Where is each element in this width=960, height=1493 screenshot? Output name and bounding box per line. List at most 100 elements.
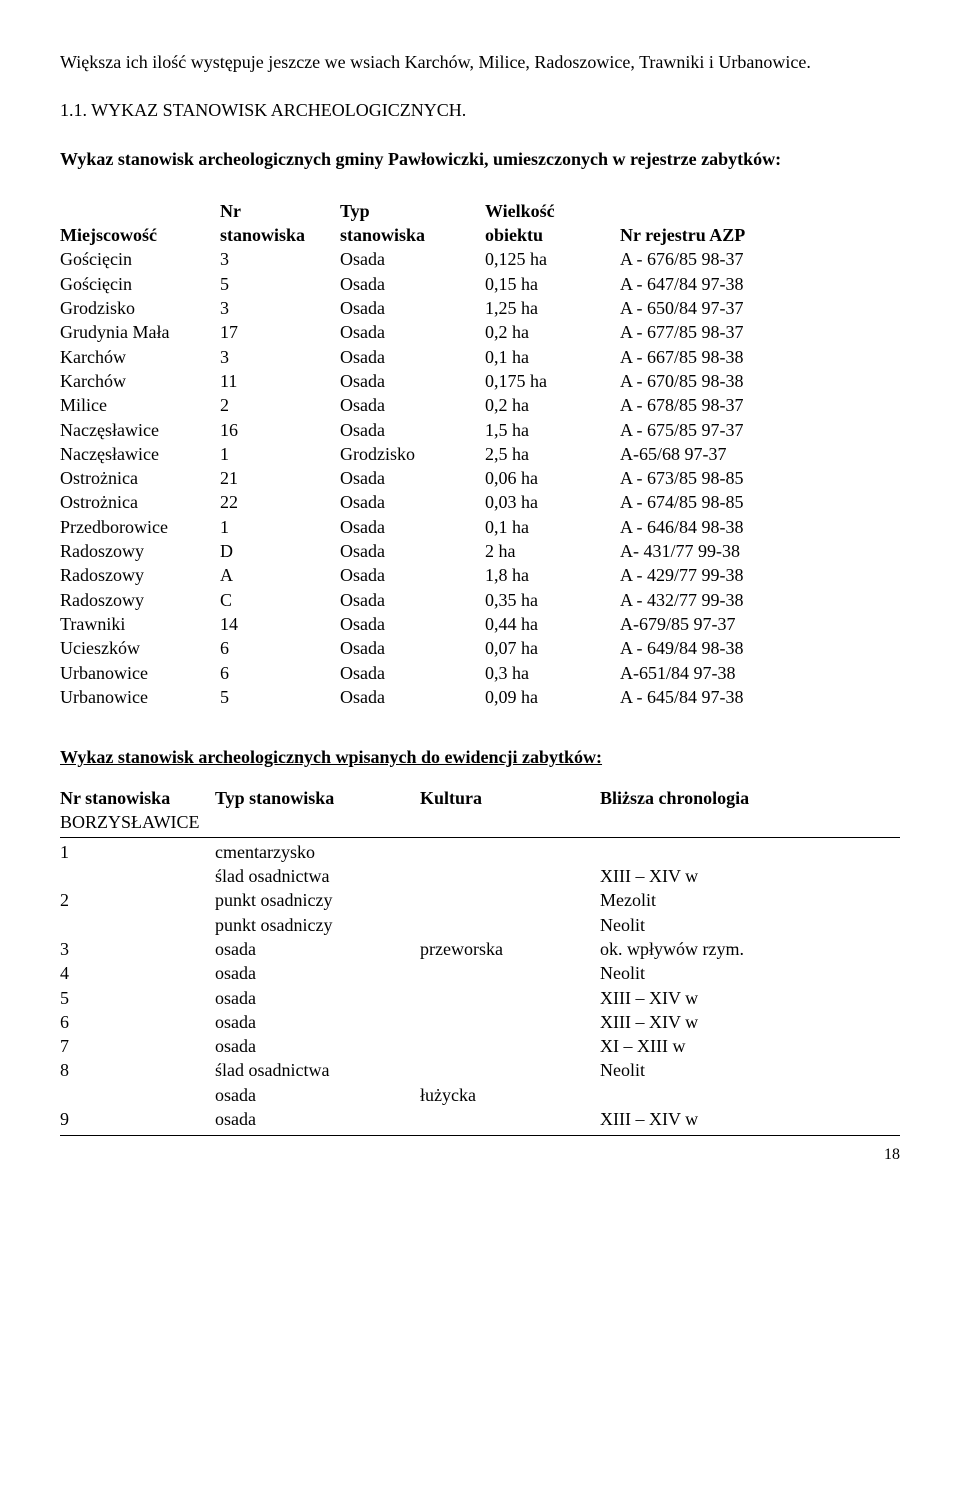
cell: 2 ha: [485, 539, 620, 563]
cell: łużycka: [420, 1083, 600, 1107]
cell: 21: [220, 466, 340, 490]
cell: 0,2 ha: [485, 393, 620, 417]
table-row: 4osadaNeolit: [60, 961, 900, 985]
table-row: 2punkt osadniczyMezolit: [60, 888, 900, 912]
cell: Osada: [340, 563, 485, 587]
table-registry: Nr Typ Wielkość Miejscowość stanowiska s…: [60, 199, 900, 709]
cell: Osada: [340, 393, 485, 417]
cell: 6: [220, 661, 340, 685]
cell: Osada: [340, 466, 485, 490]
cell: 0,03 ha: [485, 490, 620, 514]
cell: osada: [215, 1034, 420, 1058]
table-row: Milice2Osada0,2 haA - 678/85 98-37: [60, 393, 900, 417]
cell: Osada: [340, 612, 485, 636]
cell: A-679/85 97-37: [620, 612, 820, 636]
cell: [420, 1107, 600, 1131]
cell: ślad osadnictwa: [215, 864, 420, 888]
cell: Naczęsławice: [60, 418, 220, 442]
cell: [420, 1010, 600, 1034]
cell: Neolit: [600, 913, 820, 937]
cell: cmentarzysko: [215, 840, 420, 864]
cell: osada: [215, 961, 420, 985]
cell: Przedborowice: [60, 515, 220, 539]
table-header: Miejscowość stanowiska stanowiska obiekt…: [60, 223, 900, 247]
cell: 1,25 ha: [485, 296, 620, 320]
table-evidence: Nr stanowiska Typ stanowiska Kultura Bli…: [60, 786, 900, 1136]
header-typ-bottom: stanowiska: [340, 223, 485, 247]
table-row: 8ślad osadnictwaNeolit: [60, 1058, 900, 1082]
page-number: 18: [60, 1146, 900, 1164]
cell: A-651/84 97-38: [620, 661, 820, 685]
cell: [420, 864, 600, 888]
cell: Radoszowy: [60, 588, 220, 612]
cell: 8: [60, 1058, 215, 1082]
cell: 14: [220, 612, 340, 636]
cell: [60, 864, 215, 888]
intro-paragraph: Większa ich ilość występuje jeszcze we w…: [60, 50, 900, 74]
table-row: 1cmentarzysko: [60, 840, 900, 864]
cell: Grodzisko: [340, 442, 485, 466]
cell: Osada: [340, 636, 485, 660]
cell: Osada: [340, 515, 485, 539]
cell: Ucieszków: [60, 636, 220, 660]
cell: [420, 888, 600, 912]
cell: 2: [60, 888, 215, 912]
cell: Osada: [340, 369, 485, 393]
cell: Karchów: [60, 369, 220, 393]
cell: D: [220, 539, 340, 563]
cell: punkt osadniczy: [215, 913, 420, 937]
cell: 0,09 ha: [485, 685, 620, 709]
header-chronologia: Bliższa chronologia: [600, 786, 820, 810]
cell: Osada: [340, 661, 485, 685]
table-row: RadoszowyAOsada1,8 haA - 429/77 99-38: [60, 563, 900, 587]
cell: 3: [60, 937, 215, 961]
cell: 9: [60, 1107, 215, 1131]
cell: 0,3 ha: [485, 661, 620, 685]
cell: 6: [60, 1010, 215, 1034]
cell: osada: [215, 937, 420, 961]
cell: ślad osadnictwa: [215, 1058, 420, 1082]
cell: A - 650/84 97-37: [620, 296, 820, 320]
table-row: Trawniki14Osada0,44 haA-679/85 97-37: [60, 612, 900, 636]
table-row: Karchów3Osada0,1 haA - 667/85 98-38: [60, 345, 900, 369]
cell: A - 676/85 98-37: [620, 247, 820, 271]
header-typ-top: Typ: [340, 199, 485, 223]
table-row: 9osadaXIII – XIV w: [60, 1107, 900, 1131]
cell: 0,44 ha: [485, 612, 620, 636]
cell: A - 673/85 98-85: [620, 466, 820, 490]
cell: A - 675/85 97-37: [620, 418, 820, 442]
cell: XIII – XIV w: [600, 986, 820, 1010]
cell: XIII – XIV w: [600, 1010, 820, 1034]
table-row: 6osadaXIII – XIV w: [60, 1010, 900, 1034]
table-row: Ostrożnica22Osada0,03 haA - 674/85 98-85: [60, 490, 900, 514]
cell: [420, 1034, 600, 1058]
cell: ok. wpływów rzym.: [600, 937, 820, 961]
cell: 6: [220, 636, 340, 660]
table-row: Gościęcin3Osada0,125 haA - 676/85 98-37: [60, 247, 900, 271]
cell: 1: [220, 515, 340, 539]
cell: 11: [220, 369, 340, 393]
cell: 0,1 ha: [485, 515, 620, 539]
cell: Gościęcin: [60, 247, 220, 271]
cell: 1,8 ha: [485, 563, 620, 587]
cell: A - 677/85 98-37: [620, 320, 820, 344]
cell: osada: [215, 986, 420, 1010]
cell: Grudynia Mała: [60, 320, 220, 344]
cell: Osada: [340, 272, 485, 296]
cell: Gościęcin: [60, 272, 220, 296]
cell: A - 432/77 99-38: [620, 588, 820, 612]
header-wielkosc-top: Wielkość: [485, 199, 620, 223]
cell: A- 431/77 99-38: [620, 539, 820, 563]
cell: Karchów: [60, 345, 220, 369]
header-kultura: Kultura: [420, 786, 600, 810]
cell: 0,07 ha: [485, 636, 620, 660]
cell: XI – XIII w: [600, 1034, 820, 1058]
cell: 22: [220, 490, 340, 514]
cell: Urbanowice: [60, 685, 220, 709]
cell: 4: [60, 961, 215, 985]
cell: [420, 986, 600, 1010]
cell: 0,35 ha: [485, 588, 620, 612]
header-typ: Typ stanowiska: [215, 786, 420, 810]
table-header: Nr Typ Wielkość: [60, 199, 900, 223]
cell: Radoszowy: [60, 563, 220, 587]
